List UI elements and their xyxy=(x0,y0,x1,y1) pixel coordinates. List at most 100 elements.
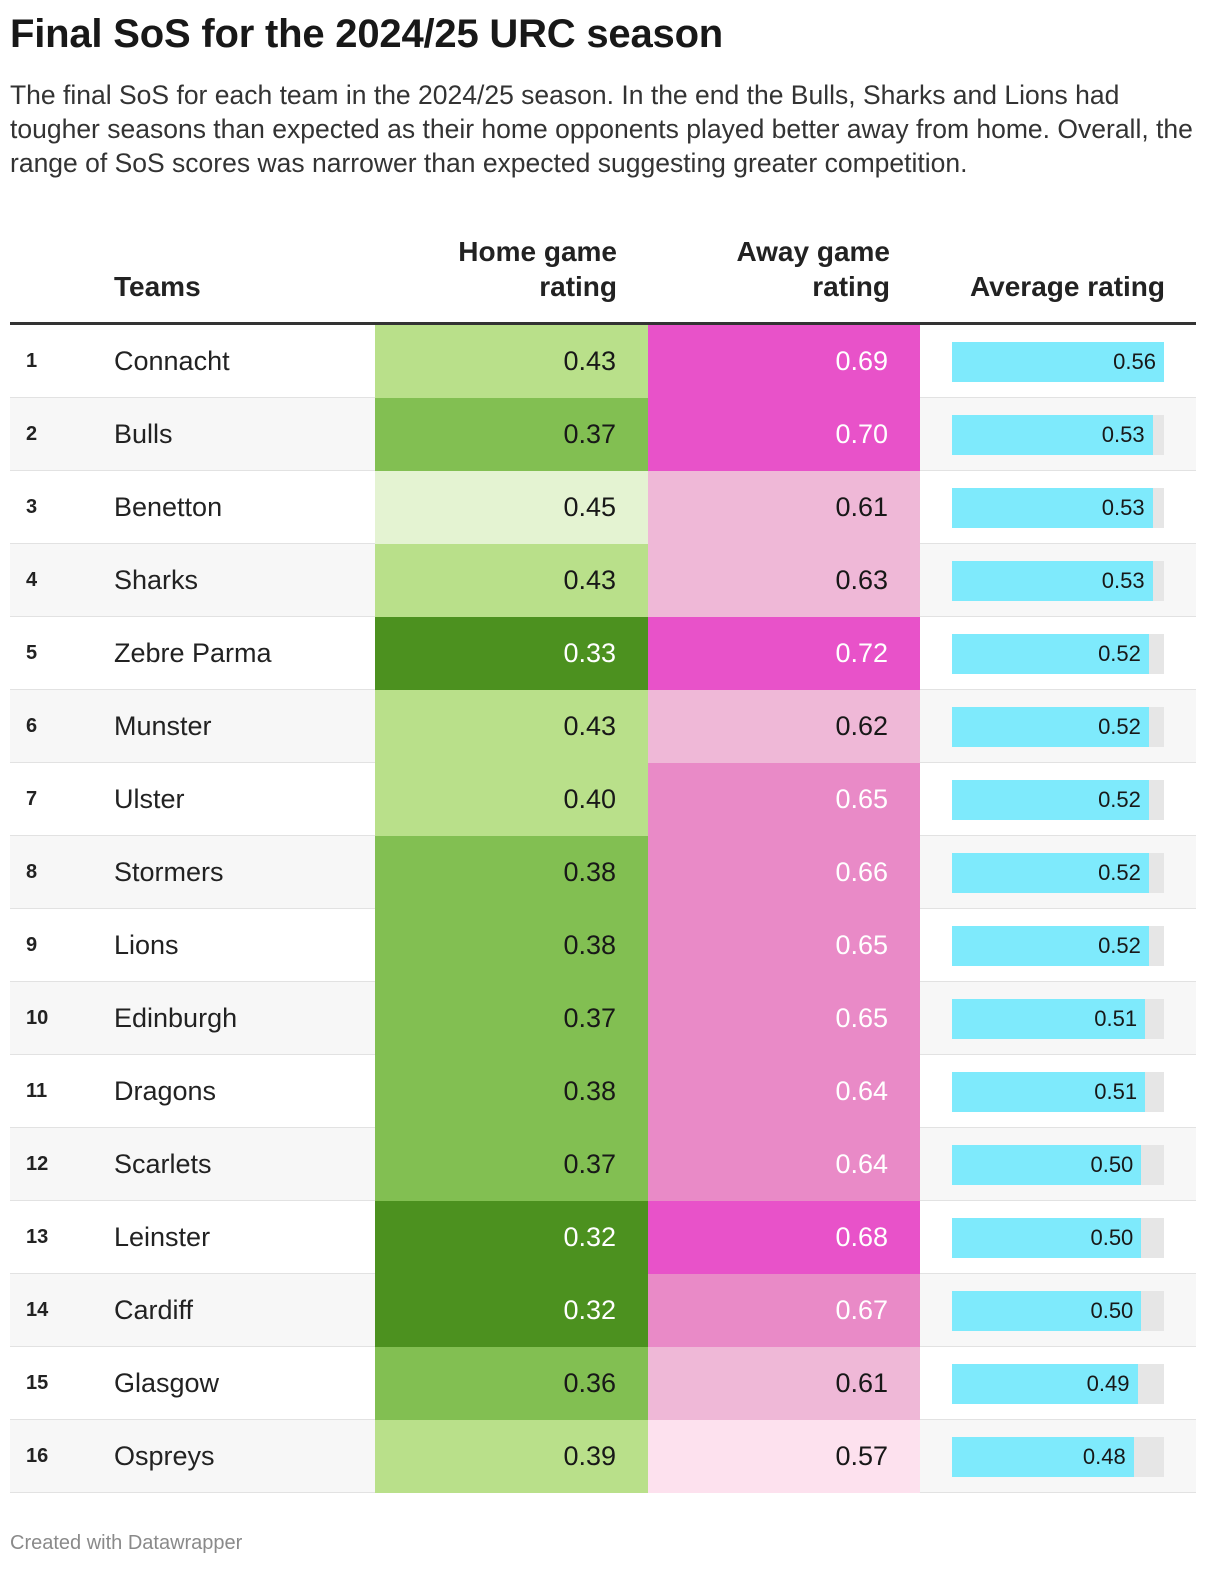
row-team: Sharks xyxy=(114,565,199,595)
average-rating-track: 0.52 xyxy=(952,853,1164,893)
row-team: Ospreys xyxy=(114,1441,215,1471)
average-rating-track: 0.51 xyxy=(952,1072,1164,1112)
away-rating-cell: 0.57 xyxy=(648,1420,920,1493)
average-rating-bar: 0.53 xyxy=(952,561,1153,601)
average-rating-bar: 0.53 xyxy=(952,415,1153,455)
average-rating-label: 0.56 xyxy=(1113,349,1156,374)
average-rating-bar: 0.52 xyxy=(952,926,1149,966)
average-rating-bar: 0.53 xyxy=(952,488,1153,528)
away-rating-cell: 0.65 xyxy=(648,982,920,1055)
home-rating-cell: 0.40 xyxy=(375,763,648,836)
home-rating-cell: 0.43 xyxy=(375,325,648,398)
away-rating-cell: 0.65 xyxy=(648,763,920,836)
row-rank: 12 xyxy=(26,1153,49,1175)
away-rating-cell: 0.61 xyxy=(648,471,920,544)
row-team: Benetton xyxy=(114,492,223,522)
average-rating-label: 0.53 xyxy=(1101,568,1145,593)
average-rating-track: 0.53 xyxy=(952,561,1164,601)
header-home-rating[interactable]: Home game rating xyxy=(458,236,617,302)
header-average-rating[interactable]: Average rating xyxy=(969,271,1165,302)
away-rating-cell: 0.65 xyxy=(648,909,920,982)
away-rating-cell: 0.62 xyxy=(648,690,920,763)
row-team: Lions xyxy=(114,930,179,960)
row-rank: 11 xyxy=(26,1080,48,1102)
average-rating-track: 0.52 xyxy=(952,926,1164,966)
average-rating-bar: 0.56 xyxy=(952,342,1164,382)
average-rating-track: 0.56 xyxy=(952,342,1164,382)
average-rating-bar: 0.50 xyxy=(952,1291,1142,1331)
home-rating-cell: 0.33 xyxy=(375,617,648,690)
row-rank: 5 xyxy=(26,642,38,664)
average-rating-track: 0.50 xyxy=(952,1291,1164,1331)
average-rating-bar: 0.50 xyxy=(952,1145,1142,1185)
row-rank: 9 xyxy=(26,934,38,956)
average-rating-label: 0.50 xyxy=(1090,1152,1134,1177)
row-team: Edinburgh xyxy=(114,1003,238,1033)
average-rating-label: 0.51 xyxy=(1094,1079,1138,1104)
average-rating-label: 0.52 xyxy=(1098,933,1141,958)
table-row: 11 Dragons 0.38 0.64 0.51 xyxy=(10,1055,1196,1128)
average-rating-track: 0.50 xyxy=(952,1218,1164,1258)
home-rating-cell: 0.36 xyxy=(375,1347,648,1420)
average-rating-track: 0.53 xyxy=(952,415,1164,455)
header-away-rating[interactable]: Away game rating xyxy=(736,236,890,302)
home-rating-cell: 0.38 xyxy=(375,1055,648,1128)
home-rating-cell: 0.43 xyxy=(375,544,648,617)
away-rating-cell: 0.68 xyxy=(648,1201,920,1274)
table-row: 5 Zebre Parma 0.33 0.72 0.52 xyxy=(10,617,1196,690)
away-rating-cell: 0.70 xyxy=(648,398,920,471)
table-row: 8 Stormers 0.38 0.66 0.52 xyxy=(10,836,1196,909)
row-rank: 16 xyxy=(26,1445,49,1467)
row-team: Munster xyxy=(114,711,212,741)
away-rating-cell: 0.64 xyxy=(648,1128,920,1201)
row-rank: 4 xyxy=(26,569,38,591)
away-rating-cell: 0.67 xyxy=(648,1274,920,1347)
average-rating-track: 0.48 xyxy=(952,1437,1164,1477)
average-rating-label: 0.53 xyxy=(1101,495,1145,520)
table-row: 9 Lions 0.38 0.65 0.52 xyxy=(10,909,1196,982)
row-team: Bulls xyxy=(114,419,173,449)
row-rank: 6 xyxy=(26,715,38,737)
table-row: 16 Ospreys 0.39 0.57 0.48 xyxy=(10,1420,1196,1493)
average-rating-bar: 0.51 xyxy=(952,1072,1146,1112)
table-row: 15 Glasgow 0.36 0.61 0.49 xyxy=(10,1347,1196,1420)
average-rating-track: 0.50 xyxy=(952,1145,1164,1185)
table-row: 4 Sharks 0.43 0.63 0.53 xyxy=(10,544,1196,617)
row-team: Stormers xyxy=(114,857,224,887)
average-rating-label: 0.52 xyxy=(1098,641,1141,666)
row-team: Glasgow xyxy=(114,1368,220,1398)
average-rating-bar: 0.48 xyxy=(952,1437,1134,1477)
average-rating-bar: 0.50 xyxy=(952,1218,1142,1258)
average-rating-bar: 0.52 xyxy=(952,634,1149,674)
row-rank: 15 xyxy=(26,1372,49,1394)
table-row: 1 Connacht 0.43 0.69 0.56 xyxy=(10,325,1196,398)
table-row: 2 Bulls 0.37 0.70 0.53 xyxy=(10,398,1196,471)
row-team: Scarlets xyxy=(114,1149,212,1179)
away-rating-cell: 0.69 xyxy=(648,325,920,398)
datawrapper-credit[interactable]: Created with Datawrapper xyxy=(10,1532,243,1554)
table-row: 13 Leinster 0.32 0.68 0.50 xyxy=(10,1201,1196,1274)
average-rating-label: 0.52 xyxy=(1098,860,1141,885)
home-rating-cell: 0.37 xyxy=(375,398,648,471)
average-rating-label: 0.50 xyxy=(1090,1225,1134,1250)
average-rating-bar: 0.52 xyxy=(952,780,1149,820)
average-rating-label: 0.48 xyxy=(1082,1444,1126,1469)
average-rating-bar: 0.49 xyxy=(952,1364,1138,1404)
away-rating-cell: 0.64 xyxy=(648,1055,920,1128)
away-rating-cell: 0.63 xyxy=(648,544,920,617)
average-rating-bar: 0.52 xyxy=(952,707,1149,747)
table-row: 14 Cardiff 0.32 0.67 0.50 xyxy=(10,1274,1196,1347)
away-rating-cell: 0.72 xyxy=(648,617,920,690)
home-rating-cell: 0.43 xyxy=(375,690,648,763)
row-rank: 10 xyxy=(26,1007,49,1029)
header-teams[interactable]: Teams xyxy=(114,271,201,302)
row-rank: 1 xyxy=(26,350,38,372)
row-team: Connacht xyxy=(114,346,230,376)
row-rank: 7 xyxy=(26,788,38,810)
row-rank: 3 xyxy=(26,496,38,518)
row-team: Dragons xyxy=(114,1076,217,1106)
average-rating-label: 0.49 xyxy=(1086,1371,1130,1396)
average-rating-bar: 0.51 xyxy=(952,999,1146,1039)
table-row: 6 Munster 0.43 0.62 0.52 xyxy=(10,690,1196,763)
table-header: Teams Home game rating Away game rating Av… xyxy=(10,230,1196,325)
